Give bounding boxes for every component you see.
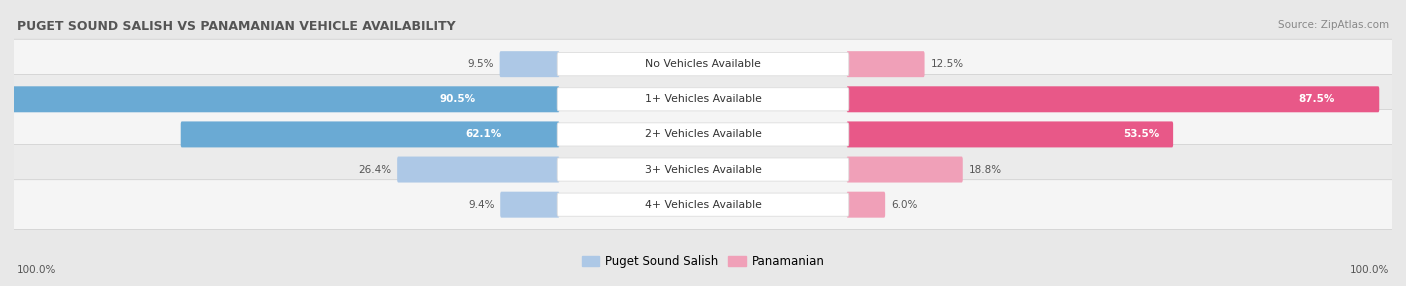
FancyBboxPatch shape [10, 74, 1396, 124]
FancyBboxPatch shape [10, 110, 1396, 159]
FancyBboxPatch shape [557, 193, 849, 216]
FancyBboxPatch shape [396, 156, 560, 182]
FancyBboxPatch shape [846, 86, 1379, 112]
Text: Source: ZipAtlas.com: Source: ZipAtlas.com [1278, 20, 1389, 30]
Text: 4+ Vehicles Available: 4+ Vehicles Available [644, 200, 762, 210]
FancyBboxPatch shape [846, 156, 963, 182]
Text: 90.5%: 90.5% [440, 94, 477, 104]
FancyBboxPatch shape [10, 39, 1396, 89]
Text: 62.1%: 62.1% [465, 130, 502, 139]
Text: 9.5%: 9.5% [467, 59, 494, 69]
FancyBboxPatch shape [10, 145, 1396, 194]
Text: PUGET SOUND SALISH VS PANAMANIAN VEHICLE AVAILABILITY: PUGET SOUND SALISH VS PANAMANIAN VEHICLE… [17, 20, 456, 33]
Text: 26.4%: 26.4% [359, 164, 391, 174]
Text: 53.5%: 53.5% [1123, 130, 1160, 139]
FancyBboxPatch shape [846, 192, 886, 218]
FancyBboxPatch shape [499, 51, 560, 77]
FancyBboxPatch shape [8, 86, 560, 112]
Text: 2+ Vehicles Available: 2+ Vehicles Available [644, 130, 762, 139]
Text: No Vehicles Available: No Vehicles Available [645, 59, 761, 69]
Legend: Puget Sound Salish, Panamanian: Puget Sound Salish, Panamanian [576, 250, 830, 273]
Text: 100.0%: 100.0% [1350, 265, 1389, 275]
FancyBboxPatch shape [846, 51, 925, 77]
Text: 3+ Vehicles Available: 3+ Vehicles Available [644, 164, 762, 174]
FancyBboxPatch shape [181, 122, 560, 147]
Text: 6.0%: 6.0% [891, 200, 917, 210]
FancyBboxPatch shape [846, 122, 1173, 147]
FancyBboxPatch shape [501, 192, 560, 218]
FancyBboxPatch shape [557, 123, 849, 146]
FancyBboxPatch shape [557, 158, 849, 181]
FancyBboxPatch shape [10, 180, 1396, 230]
FancyBboxPatch shape [557, 88, 849, 111]
Text: 87.5%: 87.5% [1299, 94, 1334, 104]
Text: 18.8%: 18.8% [969, 164, 1001, 174]
FancyBboxPatch shape [557, 53, 849, 76]
Text: 1+ Vehicles Available: 1+ Vehicles Available [644, 94, 762, 104]
Text: 12.5%: 12.5% [931, 59, 963, 69]
Text: 9.4%: 9.4% [468, 200, 495, 210]
Text: 100.0%: 100.0% [17, 265, 56, 275]
